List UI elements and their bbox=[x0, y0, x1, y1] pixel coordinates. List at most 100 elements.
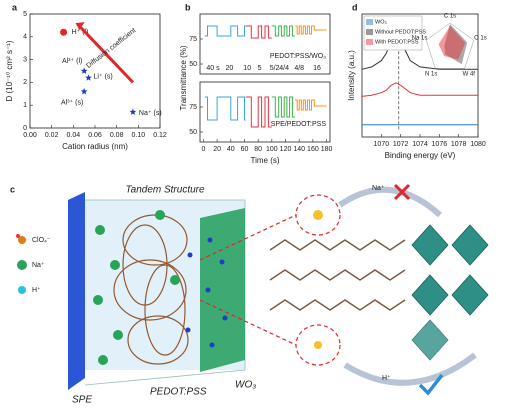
y-tick-label: 75 bbox=[189, 104, 197, 111]
point bbox=[80, 67, 88, 74]
series-line bbox=[295, 99, 327, 111]
panel-label: d bbox=[352, 2, 358, 12]
cross bbox=[393, 183, 411, 201]
x-axis-label: Time (s) bbox=[250, 156, 279, 165]
polymer-chain bbox=[269, 210, 406, 349]
x-tick-label: 1080 bbox=[470, 141, 486, 148]
radar-label: Na 1s bbox=[412, 36, 428, 42]
interval-label: 5/2 bbox=[270, 65, 280, 72]
x-axis-label: Binding energy (eV) bbox=[385, 151, 456, 160]
legend-c: ClO₄⁻ Na⁺ H⁺ bbox=[16, 234, 51, 294]
arrow-head bbox=[75, 22, 85, 31]
y-tick-label: 4 bbox=[23, 34, 27, 41]
y-tick-label: 5 bbox=[23, 11, 27, 18]
layer-label: PEDOT:PSS bbox=[150, 387, 207, 398]
point-label: H⁺ (l) bbox=[72, 29, 89, 36]
legend-text: ClO₄⁻ bbox=[32, 237, 51, 244]
panel-caption: SPE/PEDOT:PSS bbox=[271, 121, 327, 128]
ion-label: H⁺ bbox=[382, 375, 391, 382]
x-tick-label: 0 bbox=[201, 146, 205, 153]
panel-label: a bbox=[12, 2, 18, 12]
series-line bbox=[204, 96, 246, 121]
x-tick-label: 60 bbox=[241, 146, 249, 153]
x-tick-label: 0.00 bbox=[23, 132, 37, 139]
legend-text: Without PEDOT:PSS bbox=[375, 29, 426, 35]
ion-label: Na⁺ bbox=[372, 185, 385, 192]
x-tick-label: 0.08 bbox=[110, 132, 124, 139]
series-line bbox=[245, 25, 272, 39]
legend-text: With PEDOT:PSS bbox=[375, 39, 419, 45]
point bbox=[129, 108, 137, 115]
legend-box bbox=[363, 15, 423, 51]
interval-label: 4/8 bbox=[294, 65, 304, 72]
point-label: Na⁺ (s) bbox=[139, 110, 162, 117]
interval-label: 5 bbox=[258, 65, 262, 72]
annotation-arrow bbox=[79, 26, 135, 84]
x-tick-label: 160 bbox=[307, 146, 319, 153]
zoom-marks bbox=[199, 194, 341, 366]
radar-label: O 1s bbox=[474, 36, 487, 42]
y-axis-label: Intensity (a.u.) bbox=[347, 50, 356, 101]
x-tick-label: 180 bbox=[321, 146, 333, 153]
y-tick-label: 50 bbox=[189, 61, 197, 68]
series-line bbox=[295, 25, 327, 35]
spe-slab bbox=[68, 192, 85, 390]
legend-text: Na⁺ bbox=[32, 262, 45, 269]
point-label: Al³⁺ (l) bbox=[62, 58, 82, 65]
x-tick-label: 1076 bbox=[432, 141, 448, 148]
wo3-slab bbox=[200, 208, 245, 372]
interval-label: 10 bbox=[243, 65, 251, 72]
legend-swatch bbox=[366, 19, 373, 25]
series-line bbox=[204, 25, 246, 37]
interval-label: 4/4 bbox=[279, 65, 289, 72]
point bbox=[80, 88, 88, 95]
radar-label: C 1s bbox=[444, 14, 456, 20]
x-tick-label: 0.02 bbox=[45, 132, 59, 139]
check bbox=[418, 373, 444, 396]
x-tick-label: 100 bbox=[266, 146, 278, 153]
legend-text: H⁺ bbox=[32, 287, 41, 294]
pedot-cloud bbox=[113, 214, 189, 365]
h-ions bbox=[185, 237, 228, 348]
layer-label: WO₃ bbox=[235, 380, 256, 391]
x-tick-label: 1074 bbox=[412, 141, 428, 148]
interval-label: 16 bbox=[313, 65, 321, 72]
legend-swatch bbox=[366, 29, 373, 35]
x-tick-label: 120 bbox=[280, 146, 292, 153]
legend: WO₃ Without PEDOT:PSS With PEDOT:PSS bbox=[363, 15, 426, 51]
point bbox=[85, 74, 92, 81]
x-axis-label: Cation radius (nm) bbox=[62, 142, 128, 151]
radar-label: W 4f bbox=[463, 71, 476, 77]
panel-label: c bbox=[10, 184, 15, 194]
x-tick-label: 20 bbox=[213, 146, 221, 153]
x-tick-label: 0.12 bbox=[153, 132, 167, 139]
y-tick-label: 2 bbox=[23, 79, 27, 86]
y-tick-label: 3 bbox=[23, 56, 27, 63]
point-label: Li⁺ (s) bbox=[94, 74, 113, 81]
series-line bbox=[271, 96, 296, 118]
x-tick-label: 80 bbox=[254, 146, 262, 153]
x-tick-label: 1070 bbox=[374, 141, 390, 148]
panel-caption: PEDOT:PSS/WO₃ bbox=[270, 53, 326, 60]
radar-shape bbox=[438, 26, 466, 60]
title: Tandem Structure bbox=[125, 185, 205, 196]
y-tick-label: 0 bbox=[23, 125, 27, 132]
radar-grid bbox=[425, 22, 475, 69]
interval-label: 40 s bbox=[206, 65, 220, 72]
panel-label: b bbox=[185, 2, 191, 12]
series-line bbox=[245, 96, 272, 128]
plot-frame bbox=[199, 13, 331, 75]
x-tick-label: 140 bbox=[293, 146, 305, 153]
radar-label: N 1s bbox=[425, 71, 437, 77]
series-line bbox=[361, 82, 478, 97]
x-tick-label: 1078 bbox=[451, 141, 467, 148]
y-tick-label: 50 bbox=[189, 129, 197, 136]
x-tick-label: 40 bbox=[227, 146, 235, 153]
point-label: Al³⁺ (s) bbox=[61, 99, 83, 106]
y-tick-label: 1 bbox=[23, 102, 27, 109]
interval-label: 20 bbox=[226, 65, 234, 72]
y-axis-label: Transmittance (%) bbox=[179, 45, 188, 110]
x-tick-label: 0.04 bbox=[67, 132, 81, 139]
y-axis-label: D (10⁻¹⁰ cm² s⁻¹) bbox=[5, 40, 14, 101]
